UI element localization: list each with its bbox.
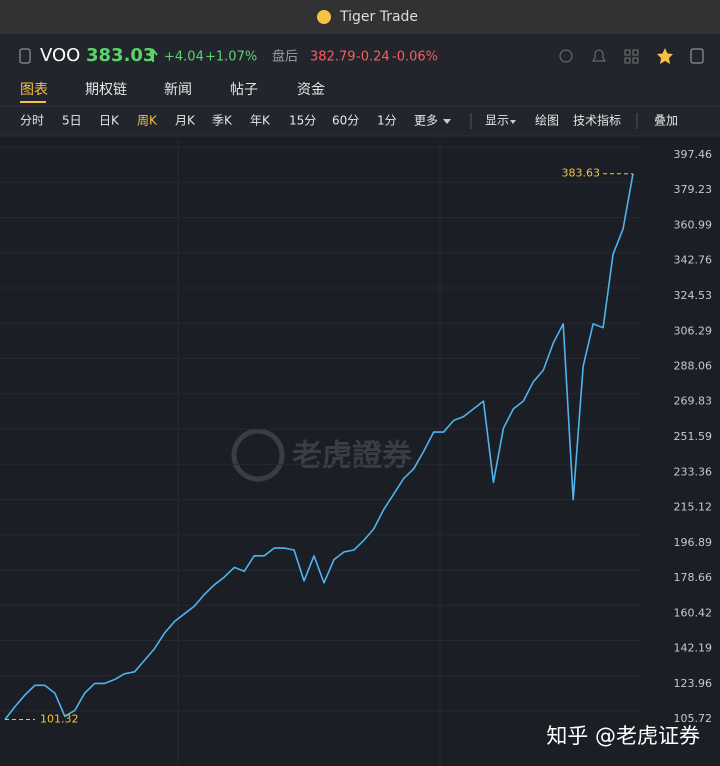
- tool-button[interactable]: 叠加: [654, 114, 678, 128]
- sidebar-toggle[interactable]: [19, 48, 31, 64]
- after-change-pct: -0.06%: [392, 50, 438, 65]
- window-title: Tiger Trade: [339, 9, 418, 25]
- y-tick-label: 105.72: [674, 712, 713, 725]
- y-tick-label: 397.46: [674, 148, 713, 161]
- grid-icon[interactable]: [624, 49, 639, 64]
- low-label: 101.32: [40, 713, 79, 726]
- after-price: 382.79: [310, 50, 356, 65]
- tool-button[interactable]: 绘图: [535, 113, 559, 128]
- tab[interactable]: 图表: [20, 82, 48, 98]
- period-button[interactable]: 周K: [137, 114, 158, 128]
- period-button[interactable]: 5日: [62, 114, 82, 128]
- y-tick-label: 342.76: [674, 254, 713, 267]
- tool-button[interactable]: 技术指标: [573, 113, 621, 128]
- period-button[interactable]: 15分: [289, 114, 316, 128]
- tab[interactable]: 新闻: [164, 82, 192, 98]
- panel-icon[interactable]: [690, 48, 704, 64]
- y-tick-label: 379.23: [674, 183, 713, 196]
- header: [0, 34, 720, 136]
- y-tick-label: 251.59: [674, 430, 713, 443]
- period-button[interactable]: 60分: [332, 114, 359, 128]
- watermark-logo: [231, 428, 285, 482]
- after-change: -0.24: [356, 50, 390, 65]
- price: 383.03: [86, 45, 155, 66]
- change: +4.04: [164, 50, 204, 65]
- y-tick-label: 160.42: [674, 606, 713, 619]
- period-button[interactable]: 月K: [175, 114, 196, 128]
- high-label: 383.63: [562, 167, 601, 180]
- refresh-icon[interactable]: [559, 49, 573, 63]
- tab[interactable]: 资金: [297, 82, 325, 98]
- favorite-icon[interactable]: [657, 48, 673, 64]
- period-button[interactable]: 分时: [20, 114, 44, 128]
- y-tick-label: 178.66: [674, 571, 713, 584]
- period-button[interactable]: 1分: [377, 114, 397, 128]
- tool-button[interactable]: 更多: [414, 114, 438, 128]
- y-tick-label: 306.29: [674, 324, 713, 337]
- period-button[interactable]: 季K: [212, 114, 233, 128]
- period-button[interactable]: 年K: [250, 114, 271, 128]
- change-pct: +1.07%: [205, 50, 257, 65]
- watermark: 老虎證券: [292, 439, 413, 474]
- tab[interactable]: 帖子: [230, 82, 258, 98]
- tab[interactable]: 期权链: [85, 82, 127, 98]
- y-tick-label: 123.96: [674, 677, 713, 690]
- y-tick-label: 233.36: [674, 465, 713, 478]
- tool-button[interactable]: 显示: [485, 114, 509, 128]
- symbol: VOO: [40, 45, 80, 66]
- period-button[interactable]: 日K: [99, 114, 120, 128]
- footer-credit: 知乎 @老虎证券: [546, 724, 700, 748]
- app-icon: [317, 10, 331, 24]
- y-tick-label: 142.19: [674, 642, 713, 655]
- tab-underline: [20, 101, 46, 103]
- up-arrow: [148, 48, 158, 62]
- y-tick-label: 215.12: [674, 501, 713, 514]
- title-bar: [0, 0, 720, 34]
- price-line: [4, 173, 634, 721]
- y-tick-label: 360.99: [674, 219, 713, 232]
- dropdown-arrow: [443, 119, 451, 124]
- y-tick-label: 288.06: [674, 360, 713, 373]
- after-hours-label: 盘后: [272, 49, 298, 65]
- y-tick-label: 324.53: [674, 289, 713, 302]
- y-tick-label: 269.83: [674, 395, 713, 408]
- alert-icon[interactable]: [592, 49, 606, 62]
- dropdown-arrow: [510, 120, 516, 124]
- y-tick-label: 196.89: [674, 536, 713, 549]
